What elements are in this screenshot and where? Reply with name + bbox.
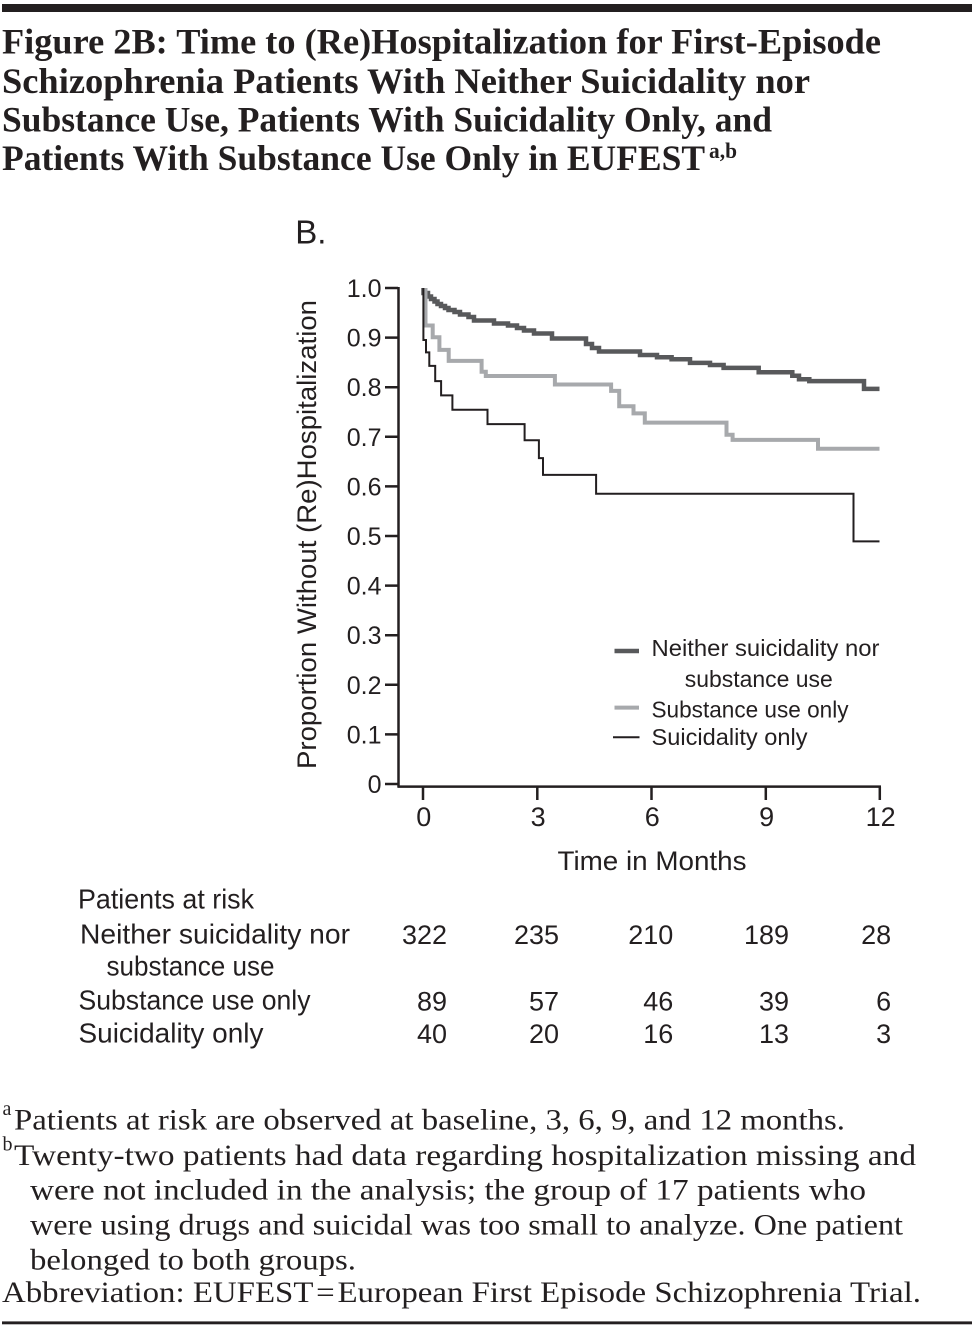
svg-text:0.2: 0.2 [347, 672, 382, 700]
svg-text:B.: B. [295, 214, 326, 251]
svg-text:3: 3 [531, 802, 546, 832]
svg-text:Time in Months: Time in Months [558, 846, 747, 876]
svg-text:substance use: substance use [685, 666, 833, 692]
svg-text:Substance use only: Substance use only [79, 985, 311, 1016]
svg-text:belonged to both groups.: belonged to both groups. [30, 1244, 356, 1277]
svg-text:Substance Use, Patients With S: Substance Use, Patients With Suicidality… [2, 100, 772, 140]
svg-text:Figure 2B: Time to (Re)Hospita: Figure 2B: Time to (Re)Hospitalization f… [2, 22, 881, 62]
svg-text:210: 210 [628, 920, 673, 950]
svg-text:0.5: 0.5 [347, 523, 382, 551]
svg-text:Suicidality only: Suicidality only [652, 724, 808, 750]
svg-text:0.6: 0.6 [347, 473, 382, 501]
svg-text:Substance use only: Substance use only [652, 696, 849, 722]
svg-text:0.7: 0.7 [347, 424, 382, 452]
svg-text:0.3: 0.3 [347, 622, 382, 650]
svg-text:28: 28 [861, 920, 891, 950]
svg-text:Patients With Substance Use On: Patients With Substance Use Only in EUFE… [2, 138, 705, 178]
svg-text:9: 9 [759, 802, 774, 832]
svg-text:16: 16 [643, 1019, 673, 1049]
svg-text:12: 12 [866, 802, 896, 832]
svg-text:0.4: 0.4 [347, 573, 382, 601]
svg-text:0: 0 [368, 771, 382, 799]
svg-text:6: 6 [645, 802, 660, 832]
svg-text:0.9: 0.9 [347, 325, 382, 353]
svg-text:b: b [3, 1134, 13, 1156]
svg-text:6: 6 [876, 987, 891, 1017]
svg-text:13: 13 [759, 1019, 789, 1049]
svg-text:57: 57 [529, 987, 559, 1017]
svg-text:Suicidality only: Suicidality only [79, 1017, 264, 1048]
svg-text:0.8: 0.8 [347, 374, 382, 402]
svg-text:Proportion Without (Re)Hospita: Proportion Without (Re)Hospitalization [292, 300, 322, 769]
svg-text:1.0: 1.0 [347, 275, 382, 303]
svg-text:189: 189 [744, 920, 789, 950]
svg-text:Schizophrenia Patients With Ne: Schizophrenia Patients With Neither Suic… [2, 61, 810, 101]
svg-text:a,b: a,b [709, 138, 737, 163]
svg-text:Patients at risk: Patients at risk [78, 883, 254, 914]
svg-text:3: 3 [876, 1019, 891, 1049]
svg-text:235: 235 [514, 920, 559, 950]
svg-text:40: 40 [417, 1019, 447, 1049]
svg-text:substance use: substance use [107, 951, 275, 982]
svg-text:Twenty-two patients had data r: Twenty-two patients had data regarding h… [14, 1139, 916, 1172]
svg-text:46: 46 [643, 987, 673, 1017]
svg-text:were not included in the analy: were not included in the analysis; the g… [30, 1174, 866, 1207]
svg-text:0.1: 0.1 [347, 721, 382, 749]
svg-text:a: a [3, 1098, 12, 1120]
svg-text:39: 39 [759, 987, 789, 1017]
svg-text:0: 0 [416, 802, 431, 832]
svg-text:Neither suicidality nor: Neither suicidality nor [80, 918, 350, 949]
svg-text:Abbreviation: EUFEST = Europea: Abbreviation: EUFEST = European First Ep… [2, 1276, 921, 1309]
svg-text:20: 20 [529, 1019, 559, 1049]
svg-text:Patients at risk are observed: Patients at risk are observed at baselin… [14, 1104, 845, 1137]
svg-text:322: 322 [402, 920, 447, 950]
svg-text:89: 89 [417, 987, 447, 1017]
svg-text:Neither suicidality nor: Neither suicidality nor [652, 635, 880, 661]
svg-text:were using drugs and suicidal: were using drugs and suicidal was too sm… [30, 1209, 904, 1242]
